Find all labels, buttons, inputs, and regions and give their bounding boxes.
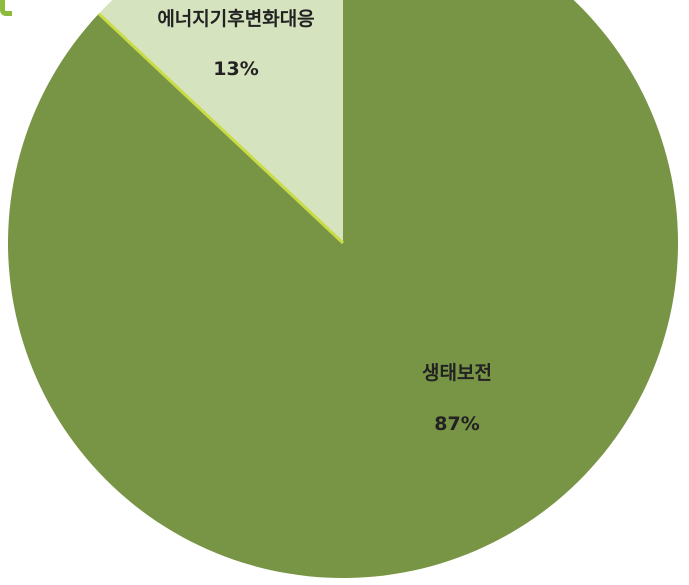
pie-slice-1 [98, 0, 343, 243]
slice-separator-line [97, 12, 345, 245]
pie-labels: 에너지기후변화대응 13% 생태보전 87% [157, 8, 492, 435]
slice-percent-label-1: 13% [213, 58, 258, 80]
slice-label-1: 에너지기후변화대응 [157, 8, 314, 30]
corner-decoration [0, 0, 12, 16]
pie-slices [8, 0, 678, 578]
slice-percent-label-2: 87% [434, 413, 479, 435]
pie-slice-2 [8, 0, 678, 578]
slice-label-2: 생태보전 [422, 362, 492, 384]
